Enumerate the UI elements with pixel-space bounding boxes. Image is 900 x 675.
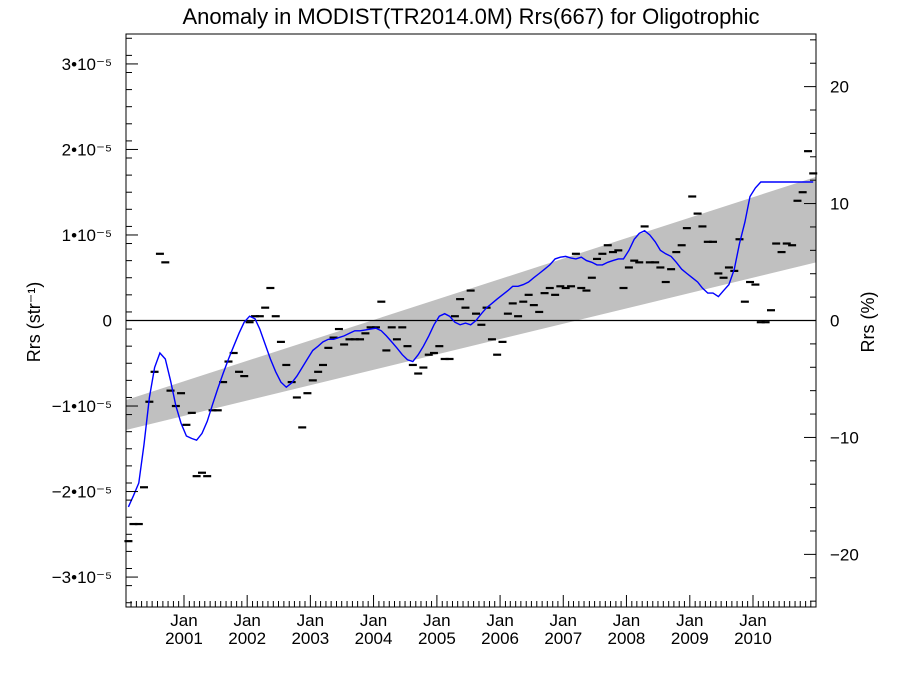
x-tick-month-label: Jan bbox=[233, 611, 260, 630]
right-y-axis: −20 −10 0 10 20 bbox=[804, 39, 859, 602]
right-tick-label: 20 bbox=[830, 78, 849, 97]
x-tick-month-label: Jan bbox=[486, 611, 513, 630]
x-axis: Jan2001Jan2002Jan2003Jan2004Jan2005Jan20… bbox=[130, 595, 812, 648]
left-axis-label: Rrs (str⁻¹) bbox=[24, 282, 44, 362]
x-tick-month-label: Jan bbox=[613, 611, 640, 630]
x-tick-year-label: 2002 bbox=[228, 629, 266, 648]
x-tick-month-label: Jan bbox=[423, 611, 450, 630]
running-mean-series bbox=[127, 181, 814, 508]
left-tick-label: 2•10⁻⁵ bbox=[62, 140, 112, 159]
x-tick-year-label: 2009 bbox=[671, 629, 709, 648]
left-tick-label: 1•10⁻⁵ bbox=[62, 226, 112, 245]
x-tick-month-label: Jan bbox=[297, 611, 324, 630]
x-tick-year-label: 2001 bbox=[165, 629, 203, 648]
x-tick-year-label: 2007 bbox=[544, 629, 582, 648]
x-tick-year-label: 2010 bbox=[734, 629, 772, 648]
right-axis-label: Rrs (%) bbox=[858, 292, 878, 353]
x-tick-month-label: Jan bbox=[360, 611, 387, 630]
monthly-anomaly-series bbox=[124, 150, 818, 543]
chart-title: Anomaly in MODIST(TR2014.0M) Rrs(667) fo… bbox=[182, 4, 759, 29]
left-tick-label: −2•10⁻⁵ bbox=[52, 483, 112, 502]
x-tick-year-label: 2005 bbox=[418, 629, 456, 648]
x-tick-month-label: Jan bbox=[170, 611, 197, 630]
right-tick-label: 10 bbox=[830, 195, 849, 214]
trend-band-area bbox=[126, 176, 816, 430]
left-tick-label: 3•10⁻⁵ bbox=[62, 55, 112, 74]
x-tick-year-label: 2004 bbox=[355, 629, 393, 648]
left-y-axis: −3•10⁻⁵ −2•10⁻⁵ −1•10⁻⁵ 0 1•10⁻⁵ 2•10⁻⁵ 3•10⁻⁵ bbox=[52, 37, 138, 604]
trend-band bbox=[126, 176, 816, 430]
x-tick-month-label: Jan bbox=[550, 611, 577, 630]
left-tick-label: 0 bbox=[103, 312, 112, 331]
x-tick-month-label: Jan bbox=[676, 611, 703, 630]
x-tick-year-label: 2008 bbox=[608, 629, 646, 648]
x-tick-year-label: 2003 bbox=[291, 629, 329, 648]
left-tick-label: −1•10⁻⁵ bbox=[52, 397, 112, 416]
right-tick-label: −10 bbox=[830, 428, 859, 447]
running-mean-line bbox=[127, 181, 814, 508]
x-tick-year-label: 2006 bbox=[481, 629, 519, 648]
right-tick-label: 0 bbox=[830, 312, 839, 331]
right-tick-label: −20 bbox=[830, 545, 859, 564]
x-tick-month-label: Jan bbox=[739, 611, 766, 630]
left-tick-label: −3•10⁻⁵ bbox=[52, 568, 112, 587]
